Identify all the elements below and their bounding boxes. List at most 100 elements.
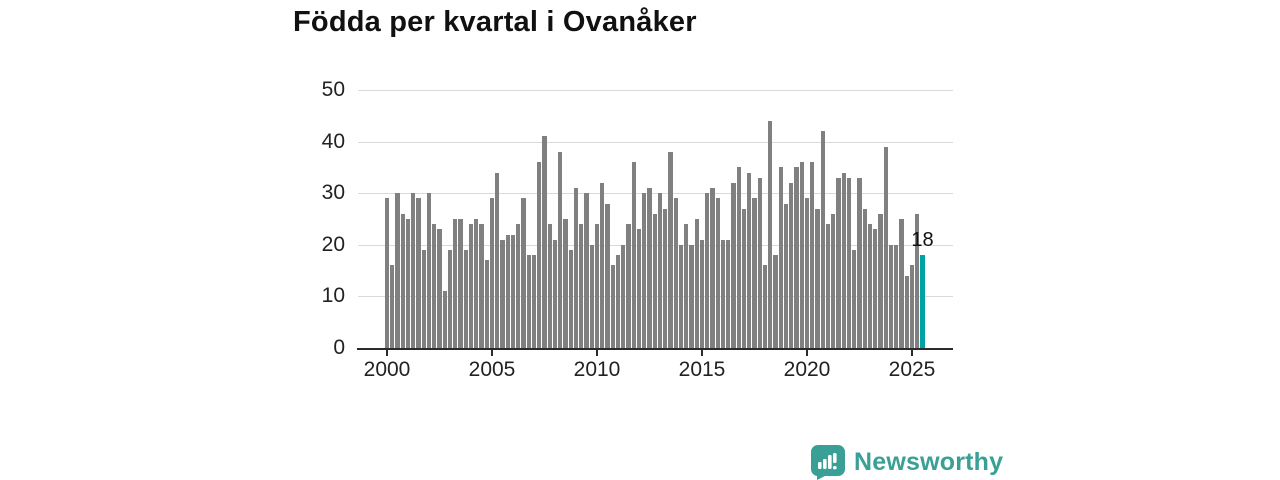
bar-2000-q1: [384, 198, 390, 348]
bar-2003-q3: [458, 219, 463, 348]
x-axis-tick: [596, 350, 598, 356]
bar-2013-q4: [673, 198, 678, 348]
x-axis-tick-label: 2025: [888, 358, 936, 381]
bar-2016-q4: [736, 167, 741, 348]
x-axis-tick: [701, 350, 703, 356]
bar-2017-q3: [752, 198, 757, 348]
bar-2017-q4: [757, 177, 762, 348]
bar-2020-q3: [815, 208, 820, 348]
bar-2015-q4: [715, 198, 720, 348]
bar-2021-q1: [825, 224, 831, 348]
bar-2014-q4: [694, 219, 699, 348]
bar-2010-q3: [605, 203, 610, 348]
bar-2009-q4: [589, 244, 594, 348]
gridline: [358, 193, 953, 195]
bar-2006-q3: [521, 198, 526, 348]
bar-2024-q4: [904, 275, 909, 348]
x-axis-tick-label: 2015: [678, 358, 726, 381]
bar-2007-q1: [531, 255, 537, 348]
y-axis-tick-label: 50: [321, 78, 345, 101]
bar-2024-q3: [899, 219, 904, 348]
bar-2015-q2: [705, 193, 710, 348]
bar-2023-q4: [883, 146, 888, 348]
bar-2017-q1: [741, 208, 747, 348]
bar-2008-q1: [552, 239, 558, 348]
chart-title: Födda per kvartal i Ovanåker: [293, 6, 697, 38]
bar-2021-q4: [841, 172, 846, 348]
y-axis-tick-label: 20: [321, 232, 345, 256]
bar-2005-q3: [500, 239, 505, 348]
brand-name: Newsworthy: [854, 448, 1004, 476]
bar-2024-q2: [894, 244, 899, 348]
y-axis-tick-label: 30: [321, 181, 345, 205]
bar-2006-q1: [510, 234, 516, 348]
bar-2011-q4: [631, 162, 636, 348]
bar-2004-q2: [474, 219, 479, 348]
bar-2004-q3: [479, 224, 484, 348]
newsworthy-speech-bubble-bar-chart-icon: [811, 445, 845, 480]
gridline: [358, 141, 953, 143]
x-axis-tick: [491, 350, 493, 356]
bar-2007-q4: [547, 224, 552, 348]
bar-2015-q3: [710, 188, 715, 348]
bar-2023-q3: [878, 213, 883, 348]
bar-2025-q3: [920, 255, 925, 348]
bar-2021-q2: [831, 213, 836, 348]
bar-2018-q2: [768, 121, 773, 348]
bar-2018-q4: [778, 167, 783, 348]
bar-2021-q3: [836, 177, 841, 348]
bar-2000-q4: [400, 213, 405, 348]
bar-2025-q1: [909, 265, 915, 348]
bar-2022-q1: [846, 177, 852, 348]
bar-2002-q1: [426, 193, 432, 348]
bar-2000-q3: [395, 193, 400, 348]
bar-2003-q1: [447, 250, 453, 348]
x-axis-tick-label: 2000: [363, 358, 411, 381]
bar-2023-q1: [867, 224, 873, 348]
bar-2020-q1: [804, 198, 810, 348]
bar-2013-q2: [663, 208, 668, 348]
bar-2010-q2: [600, 182, 605, 348]
bar-2019-q4: [799, 162, 804, 348]
bar-2016-q3: [731, 182, 736, 348]
bar-2003-q2: [453, 219, 458, 348]
bar-2011-q2: [621, 244, 626, 348]
bar-2020-q4: [820, 131, 825, 348]
bar-2024-q1: [888, 244, 894, 348]
bar-2009-q2: [579, 224, 584, 348]
bar-2009-q3: [584, 193, 589, 348]
bar-2022-q2: [852, 250, 857, 348]
bar-2012-q1: [636, 229, 642, 348]
bar-2015-q1: [699, 239, 705, 348]
bar-2007-q3: [542, 136, 547, 348]
bar-2002-q3: [437, 229, 442, 348]
bar-2011-q1: [615, 255, 621, 348]
bar-2018-q1: [762, 265, 768, 348]
bar-2022-q3: [857, 177, 862, 348]
bar-2014-q1: [678, 244, 684, 348]
bar-2005-q1: [489, 198, 495, 348]
bar-2008-q2: [558, 151, 563, 348]
bar-2016-q2: [726, 239, 731, 348]
bar-2005-q2: [495, 172, 500, 348]
x-axis-tick: [911, 350, 913, 356]
bar-2022-q4: [862, 208, 867, 348]
bar-2013-q3: [668, 151, 673, 348]
bar-2009-q1: [573, 188, 579, 348]
bar-2019-q2: [789, 182, 794, 348]
bar-2001-q2: [411, 193, 416, 348]
bar-2017-q2: [747, 172, 752, 348]
x-axis-tick: [386, 350, 388, 356]
bar-2014-q2: [684, 224, 689, 348]
y-axis-tick-label: 40: [321, 129, 345, 153]
bar-2012-q4: [652, 213, 657, 348]
bar-2019-q3: [794, 167, 799, 348]
bar-2019-q1: [783, 203, 789, 348]
bar-2002-q2: [432, 224, 437, 348]
bar-2020-q2: [810, 162, 815, 348]
brand-logo: Newsworthy: [811, 445, 1003, 480]
bar-2001-q4: [421, 250, 426, 348]
bar-2012-q2: [642, 193, 647, 348]
bar-2005-q4: [505, 234, 510, 348]
